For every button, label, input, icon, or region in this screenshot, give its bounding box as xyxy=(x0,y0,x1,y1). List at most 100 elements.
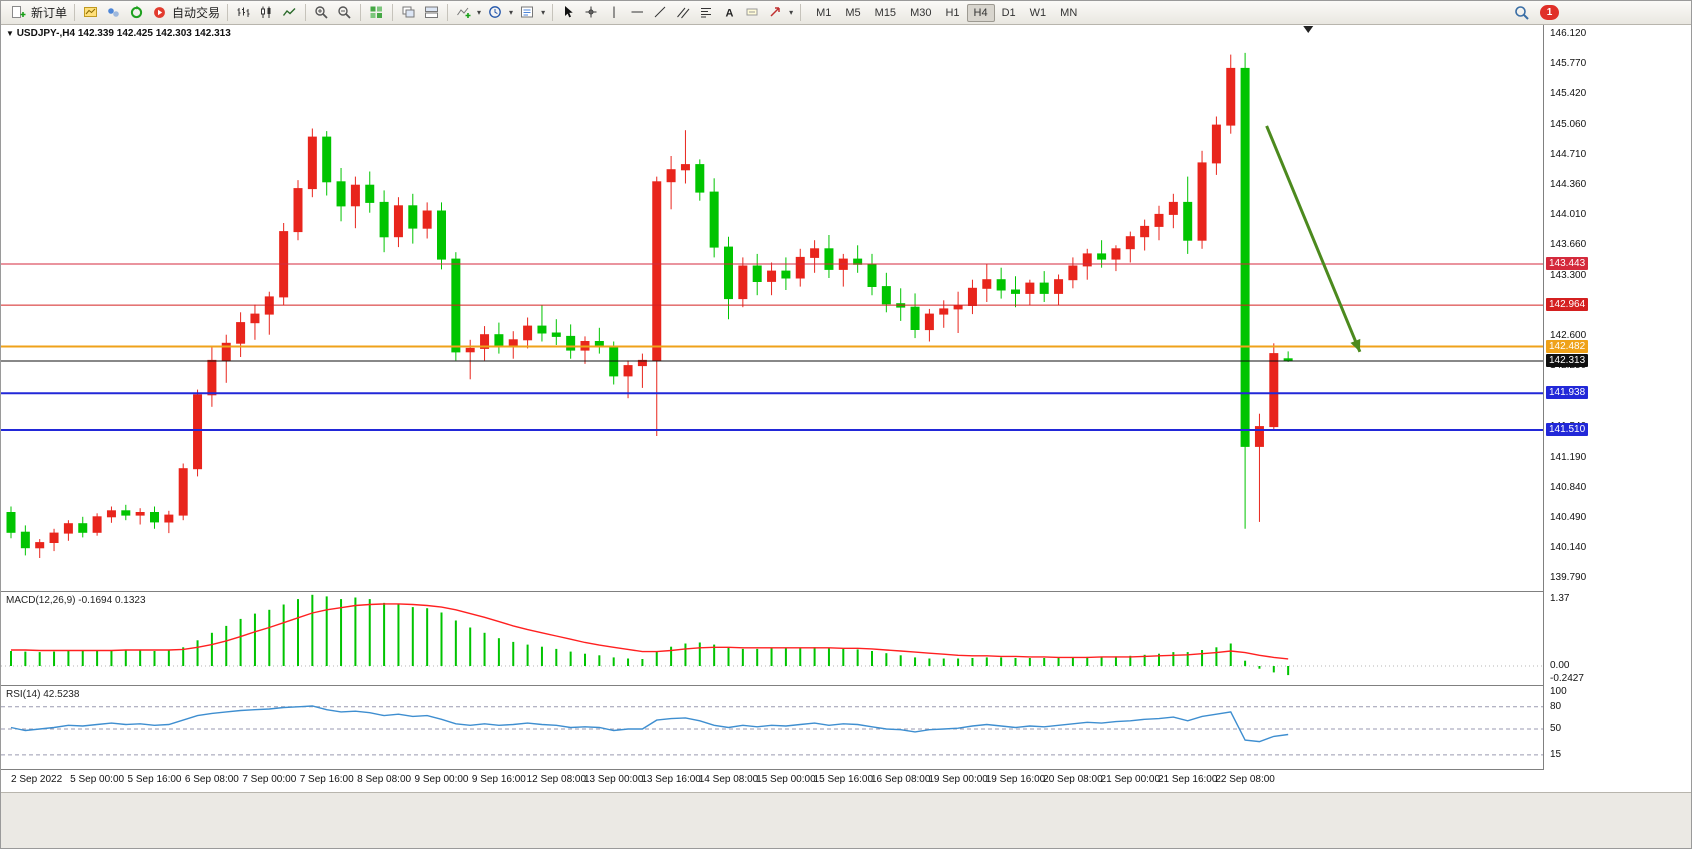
macd-canvas[interactable] xyxy=(1,592,1543,685)
timeframe-button-M5[interactable]: M5 xyxy=(845,6,861,19)
price-axis-label: 144.710 xyxy=(1550,149,1587,161)
macd-signal-line xyxy=(11,603,1289,660)
navigator-button[interactable] xyxy=(125,3,148,22)
rsi-axis-label: 80 xyxy=(1550,700,1562,712)
macd-axis-label: -0.2427 xyxy=(1550,672,1584,684)
auto-trading-button[interactable]: 自动交易 xyxy=(148,3,223,22)
time-axis-label: 12 Sep 08:00 xyxy=(526,774,587,785)
chevron-down-icon: ▾ xyxy=(789,8,794,17)
templates-icon xyxy=(519,4,536,21)
trendline-button[interactable] xyxy=(649,3,672,22)
time-axis-label: 8 Sep 08:00 xyxy=(357,774,412,785)
toolbar-right: 1 xyxy=(1513,4,1687,21)
chevron-down-icon: ▾ xyxy=(541,8,546,17)
charts-button[interactable] xyxy=(79,3,102,22)
candlestick-button[interactable] xyxy=(255,3,278,22)
trend-arrow xyxy=(1265,125,1362,353)
price-axis-label: 140.140 xyxy=(1550,541,1587,553)
price-chart-canvas[interactable] xyxy=(1,25,1543,591)
rsi-line xyxy=(10,705,1289,743)
crosshair-button[interactable] xyxy=(580,3,603,22)
time-axis-label: 13 Sep 16:00 xyxy=(641,774,701,785)
time-axis-label: 20 Sep 08:00 xyxy=(1043,774,1103,785)
bar-chart-button[interactable] xyxy=(232,3,255,22)
cascade-windows-button[interactable] xyxy=(397,3,420,22)
time-axis-label: 22 Sep 08:00 xyxy=(1215,774,1275,785)
notification-badge[interactable]: 1 xyxy=(1540,5,1559,20)
timeframe-button-M15[interactable]: M15 xyxy=(874,6,897,19)
timeframe-button-MN[interactable]: MN xyxy=(1060,6,1078,19)
cursor-button[interactable] xyxy=(557,3,580,22)
vertical-line-icon xyxy=(606,4,623,21)
panel-separator[interactable] xyxy=(1,591,1691,592)
macd-axis-label: 1.37 xyxy=(1550,593,1570,604)
periods-button[interactable]: ▾ xyxy=(484,3,516,22)
arrange-windows-button[interactable] xyxy=(420,3,443,22)
templates-button[interactable]: ▾ xyxy=(516,3,548,22)
price-badge-141.510: 141.510 xyxy=(1546,423,1589,437)
vertical-line-button[interactable] xyxy=(603,3,626,22)
zoom-in-button[interactable] xyxy=(310,3,333,22)
timeframe-button-M30[interactable]: M30 xyxy=(910,6,932,19)
market-watch-button[interactable] xyxy=(102,3,125,22)
fibonacci-button[interactable] xyxy=(695,3,718,22)
rsi-canvas[interactable] xyxy=(1,686,1543,769)
price-axis-label: 145.420 xyxy=(1550,88,1587,100)
rsi-label: RSI(14) 42.5238 xyxy=(6,689,79,700)
panel-separator[interactable] xyxy=(1,685,1691,686)
timeframe-button-M1[interactable]: M1 xyxy=(816,6,832,19)
cursor-icon xyxy=(560,4,577,21)
tile-windows-icon xyxy=(368,4,385,21)
macd-panel[interactable]: MACD(12,26,9) -0.1694 0.1323 xyxy=(1,592,1543,685)
new-order-button[interactable]: 新订单 xyxy=(7,3,70,22)
price-axis-label: 146.120 xyxy=(1550,28,1587,40)
time-axis-label: 19 Sep 00:00 xyxy=(928,774,988,785)
arrows-button[interactable]: ▾ xyxy=(764,3,796,22)
horizontal-line-icon xyxy=(629,4,646,21)
tile-windows-button[interactable] xyxy=(365,3,388,22)
rsi-axis-label: 15 xyxy=(1550,748,1562,760)
trend-arrowhead xyxy=(1350,338,1361,352)
toolbar-separator xyxy=(305,4,307,21)
horizontal-line-button[interactable] xyxy=(626,3,649,22)
time-axis-label: 7 Sep 00:00 xyxy=(242,774,297,785)
text-label-button[interactable] xyxy=(741,3,764,22)
price-axis-label: 143.300 xyxy=(1550,270,1587,282)
price-axis[interactable]: 146.120 145.770 145.420 145.060 144.710 144.3… xyxy=(1543,25,1691,770)
equidistant-channel-button[interactable] xyxy=(672,3,695,22)
timeframe-button-H1[interactable]: H1 xyxy=(945,6,960,19)
price-badge-142.964: 142.964 xyxy=(1546,298,1589,312)
panel-separator[interactable] xyxy=(1,769,1691,770)
text-button[interactable]: A xyxy=(718,3,741,22)
chart-shift-marker-icon[interactable] xyxy=(1303,26,1314,33)
price-axis-label: 139.790 xyxy=(1550,571,1587,583)
indicators-button[interactable]: ▾ xyxy=(452,3,484,22)
price-axis-label: 141.190 xyxy=(1550,451,1587,463)
trendline-icon xyxy=(652,4,669,21)
search-icon[interactable] xyxy=(1513,4,1530,21)
timeframe-button-D1[interactable]: D1 xyxy=(1001,6,1016,19)
rsi-name: RSI(14) xyxy=(6,689,41,700)
macd-label: MACD(12,26,9) -0.1694 0.1323 xyxy=(6,595,146,606)
line-chart-button[interactable] xyxy=(278,3,301,22)
chart-area[interactable]: ▼ USDJPY-,H4 142.339 142.425 142.303 142… xyxy=(1,25,1691,848)
price-axis-label: 140.840 xyxy=(1550,481,1587,493)
chevron-down-icon: ▼ xyxy=(6,29,14,38)
toolbar-separator xyxy=(800,4,802,21)
time-axis-label: 5 Sep 00:00 xyxy=(70,774,125,785)
zoom-out-button[interactable] xyxy=(333,3,356,22)
price-axis-label: 143.660 xyxy=(1550,239,1587,251)
price-chart-panel[interactable]: ▼ USDJPY-,H4 142.339 142.425 142.303 142… xyxy=(1,25,1543,591)
toolbar: 新订单 自动交易 ▾ ▾ ▾ A ▾ xyxy=(1,1,1691,25)
price-badge-143.443: 143.443 xyxy=(1546,256,1589,270)
rsi-axis-label: 100 xyxy=(1550,685,1567,697)
time-axis-label: 21 Sep 16:00 xyxy=(1157,774,1218,785)
toolbar-separator xyxy=(392,4,394,21)
time-axis-label: 13 Sep 00:00 xyxy=(583,774,644,785)
charts-icon xyxy=(82,4,99,21)
timeframe-button-W1[interactable]: W1 xyxy=(1029,6,1047,19)
time-axis[interactable]: 2 Sep 2022 5 Sep 00:00 5 Sep 16:00 6 Sep 08… xyxy=(1,770,1691,792)
timeframe-button-H4[interactable]: H4 xyxy=(966,3,995,22)
rsi-panel[interactable]: RSI(14) 42.5238 xyxy=(1,686,1543,769)
